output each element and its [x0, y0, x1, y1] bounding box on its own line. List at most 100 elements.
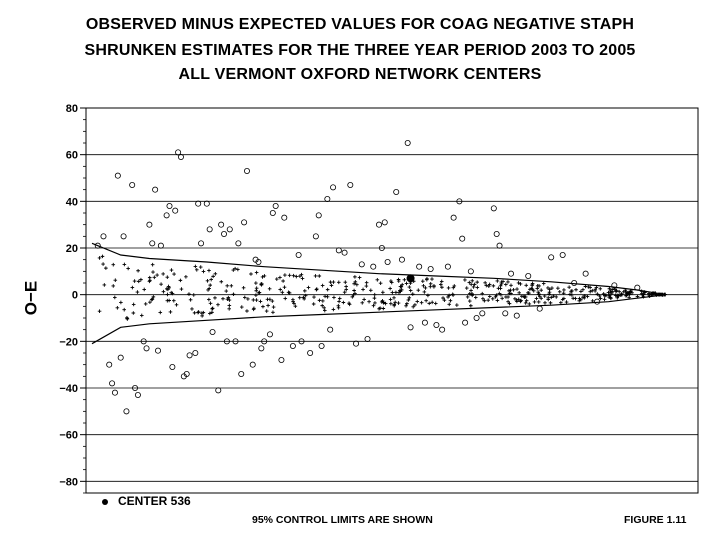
inner-point — [165, 292, 170, 297]
inner-point — [487, 282, 492, 287]
inner-point — [537, 284, 541, 288]
y-tick-label: −80 — [59, 476, 78, 488]
control-limits-note: 95% CONTROL LIMITS ARE SHOWN — [252, 514, 433, 526]
outlier-point — [134, 391, 141, 398]
inner-point — [606, 290, 611, 295]
inner-point — [509, 291, 513, 296]
inner-point — [396, 301, 401, 305]
inner-point — [231, 292, 236, 297]
inner-point — [472, 282, 477, 287]
y-tick-label: 60 — [66, 150, 78, 162]
inner-point — [246, 297, 250, 301]
inner-point — [541, 281, 546, 286]
outlier-point — [120, 233, 127, 240]
inner-point — [491, 284, 496, 288]
inner-point — [530, 283, 535, 287]
inner-point — [415, 299, 420, 304]
inner-point — [119, 300, 123, 305]
inner-point — [567, 285, 571, 289]
legend-marker-icon — [102, 498, 108, 505]
inner-point — [207, 286, 211, 291]
inner-point — [416, 288, 421, 292]
outlier-point — [384, 258, 391, 265]
inner-point — [481, 296, 485, 301]
chart-title-line-3: ALL VERMONT OXFORD NETWORK CENTERS — [178, 66, 542, 83]
inner-point — [367, 299, 371, 304]
inner-point — [100, 254, 105, 259]
outlier-point — [132, 384, 139, 391]
inner-point — [257, 290, 262, 295]
inner-point — [603, 294, 607, 298]
inner-point — [355, 282, 359, 287]
inner-point — [343, 280, 348, 284]
outlier-point — [444, 263, 451, 270]
inner-point — [329, 283, 334, 288]
inner-point — [484, 283, 489, 288]
inner-point — [352, 288, 356, 293]
inner-point — [325, 287, 330, 292]
inner-point — [136, 268, 140, 273]
inner-point — [433, 301, 438, 306]
inner-point — [378, 281, 383, 286]
inner-point — [161, 289, 166, 294]
inner-point — [270, 299, 275, 303]
inner-point — [111, 284, 116, 288]
inner-point — [274, 277, 279, 281]
outlier-point — [582, 270, 589, 277]
outlier-point — [243, 167, 250, 174]
y-tick-label: −20 — [59, 336, 78, 348]
outlier-point — [375, 221, 382, 228]
inner-point — [614, 289, 618, 294]
inner-point — [543, 301, 547, 305]
outlier-point — [398, 256, 405, 263]
inner-point — [560, 297, 565, 302]
inner-point — [507, 301, 512, 306]
inner-point — [410, 292, 415, 296]
inner-point — [396, 277, 401, 282]
center-536-point — [406, 274, 415, 283]
inner-point — [554, 295, 559, 299]
inner-point — [419, 300, 424, 305]
outlier-point — [393, 188, 400, 195]
inner-point — [581, 287, 585, 292]
inner-point — [136, 279, 141, 284]
y-tick-label: 20 — [66, 243, 78, 255]
inner-point — [538, 294, 542, 299]
inner-point — [344, 284, 348, 289]
inner-point — [166, 287, 170, 292]
inner-point — [210, 306, 215, 311]
outlier-point — [123, 408, 130, 415]
inner-point — [191, 293, 196, 297]
inner-point — [225, 297, 230, 302]
inner-point — [219, 279, 224, 284]
inner-point — [187, 292, 191, 296]
inner-point — [509, 283, 513, 288]
inner-point — [139, 277, 143, 282]
outlier-point — [218, 221, 225, 228]
inner-point — [597, 294, 602, 298]
inner-point — [407, 296, 412, 300]
outlier-point — [255, 258, 262, 265]
inner-point — [357, 275, 362, 280]
inner-point — [287, 273, 292, 278]
outlier-point — [235, 240, 242, 247]
inner-point — [352, 281, 356, 286]
inner-point — [303, 293, 308, 298]
inner-point — [393, 300, 397, 305]
inner-point — [547, 292, 551, 296]
inner-point — [169, 290, 174, 295]
outlier-point — [129, 181, 136, 188]
inner-point — [482, 298, 487, 303]
inner-point — [432, 285, 436, 289]
outlier-point — [404, 139, 411, 146]
outlier-point — [493, 230, 500, 237]
inner-point — [408, 288, 413, 293]
inner-point — [347, 301, 351, 305]
inner-point — [336, 280, 341, 285]
inner-point — [441, 296, 445, 300]
inner-point — [421, 283, 426, 288]
inner-point — [150, 262, 155, 267]
inner-point — [511, 288, 516, 292]
outlier-point — [261, 338, 268, 345]
inner-point — [407, 285, 412, 289]
